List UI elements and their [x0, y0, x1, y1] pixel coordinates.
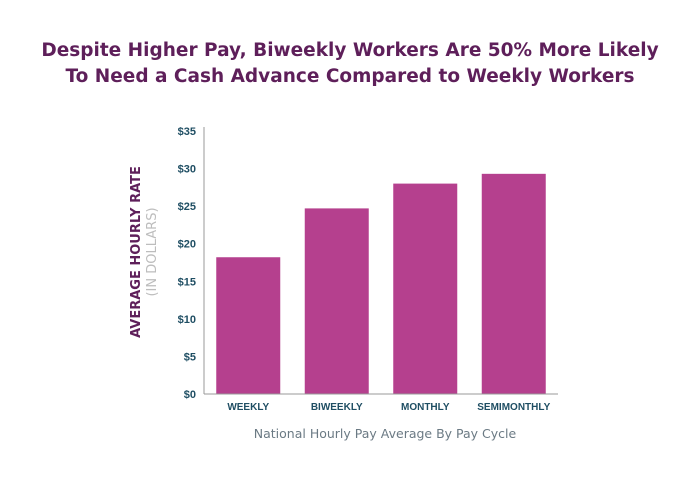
y-tick-label: $15 — [178, 276, 196, 288]
y-axis-label: AVERAGE HOURLY RATE — [129, 166, 144, 338]
y-tick-label: $10 — [178, 314, 196, 326]
y-axis-sublabel: (IN DOLLARS) — [145, 207, 160, 296]
y-tick-label: $0 — [184, 389, 196, 401]
bars-group — [216, 173, 546, 394]
bar-weekly — [216, 257, 281, 394]
y-tick-label: $25 — [178, 201, 196, 213]
chart-title-line-1: Despite Higher Pay, Biweekly Workers Are… — [41, 40, 659, 61]
x-tick-label: BIWEEKLY — [311, 402, 363, 413]
x-tick-label: MONTHLY — [401, 402, 450, 413]
y-tick-label: $35 — [178, 126, 196, 138]
axes-group — [203, 127, 558, 395]
bar-monthly — [393, 183, 458, 394]
y-tick-label: $20 — [178, 239, 196, 251]
y-tick-label: $5 — [184, 351, 196, 363]
x-tick-label: SEMIMONTHLY — [477, 402, 550, 413]
x-tick-label: WEEKLY — [227, 402, 269, 413]
y-tick-label: $30 — [178, 164, 196, 176]
y-tick-labels: $0 $5 $10 $15 $20 $25 $30 $35 — [178, 126, 196, 401]
x-axis-label: National Hourly Pay Average By Pay Cycle — [254, 426, 517, 441]
bar-biweekly — [304, 208, 369, 394]
chart-title: Despite Higher Pay, Biweekly Workers Are… — [0, 38, 700, 90]
x-tick-labels: WEEKLY BIWEEKLY MONTHLY SEMIMONTHLY — [227, 402, 550, 413]
chart-title-line-2: To Need a Cash Advance Compared to Weekl… — [65, 66, 635, 87]
bar-semimonthly — [481, 173, 546, 394]
